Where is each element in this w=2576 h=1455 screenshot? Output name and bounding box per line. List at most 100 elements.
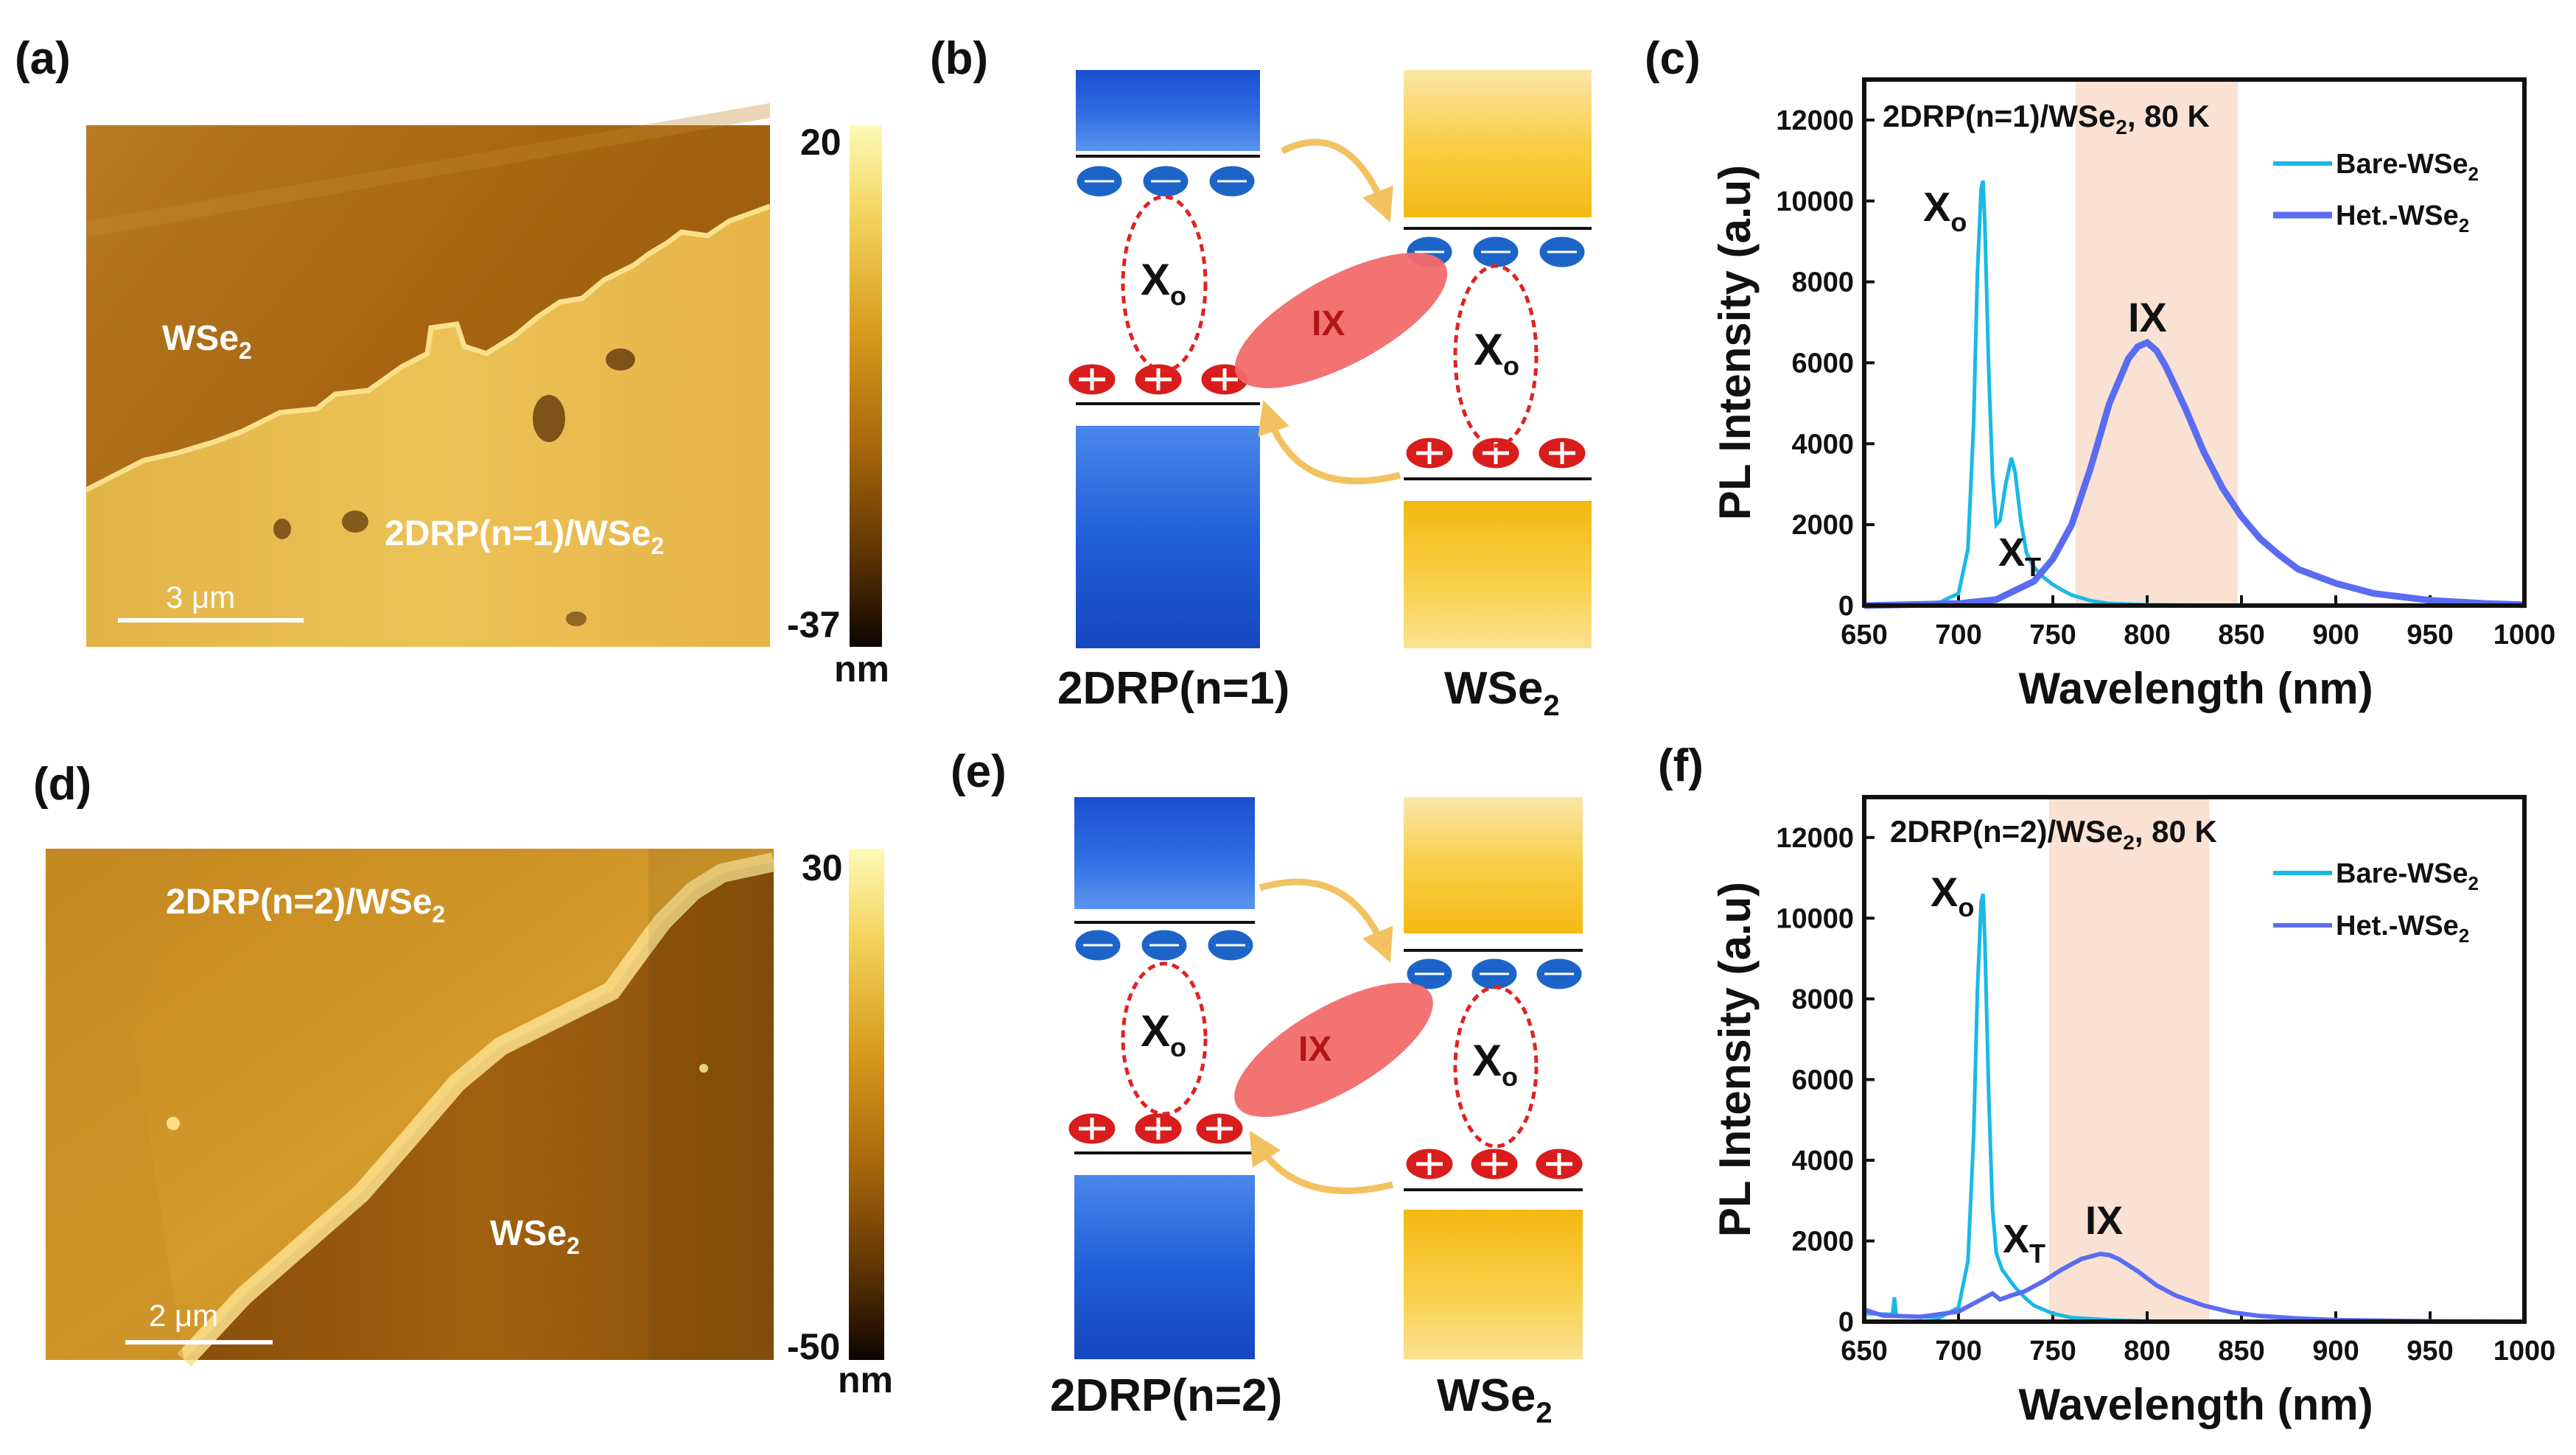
afm-image-a — [85, 103, 771, 647]
chart-c-xtick-label: 650 — [1841, 620, 1887, 651]
exciton-label-wse2-e: Xo — [1472, 1036, 1518, 1092]
chart-f-ylabel: PL Intensity (a.u) — [1710, 882, 1760, 1237]
chart-f-xtick-label: 650 — [1841, 1336, 1887, 1367]
chart-f-xtick-label: 850 — [2218, 1336, 2264, 1367]
exciton-label-2drp-e: Xo — [1141, 1006, 1186, 1062]
exciton-label-2drp: Xo — [1141, 255, 1186, 311]
chart-c-ytick-label: 2000 — [1791, 510, 1854, 541]
interlayer-exciton-label-e: IX — [1298, 1030, 1331, 1069]
chart-c-ytick-label: 6000 — [1791, 348, 1854, 379]
interlayer-exciton-ellipse-e — [1234, 982, 1433, 1118]
chart-f-peak-x0: Xo — [1931, 869, 1974, 922]
electron-transfer-arrow-e — [1259, 878, 1393, 963]
chart-c-xtick-label: 800 — [2124, 620, 2170, 651]
hole-transfer-arrow — [1258, 399, 1401, 485]
chart-c-frame — [1862, 77, 2527, 608]
pl-chart-c: 650 700 750 800 850 900 950 1000020004000600080… — [1776, 77, 2555, 651]
band-e-left-label: 2DRP(n=2) — [1050, 1370, 1282, 1421]
band-b-left-label: 2DRP(n=1) — [1057, 663, 1289, 714]
band-e-right-label: WSe2 — [1437, 1370, 1553, 1429]
electrons-wse2 — [1404, 234, 1587, 270]
conduction-band-wse2-e — [1404, 797, 1583, 933]
chart-c-legend-bare-label: Bare-WSe2 — [2336, 149, 2479, 185]
exciton-ring-2drp-e — [1121, 961, 1208, 1116]
electrons-2drp-e — [1073, 928, 1256, 963]
afm-d-cbar-max: 30 — [802, 847, 843, 888]
afm-a-cbar-max: 20 — [800, 122, 841, 163]
chart-f-peak-ix: IX — [2085, 1199, 2123, 1243]
holes-2drp — [1066, 362, 1250, 397]
chart-c-xtick-label: 950 — [2407, 620, 2453, 651]
chart-f-ytick-label: 0 — [1838, 1307, 1854, 1338]
chart-f-ytick-label: 4000 — [1791, 1146, 1854, 1177]
chart-f-title: 2DRP(n=2)/WSe2, 80 K — [1890, 814, 2217, 854]
chart-c-ytick-label: 12000 — [1776, 105, 1854, 136]
band-diagram-b: Xo Xo IX — [1066, 70, 1592, 648]
afm-d-wse2-label: WSe2 — [490, 1214, 580, 1259]
exciton-ring-wse2-e — [1453, 985, 1539, 1149]
conduction-band-2drp — [1076, 70, 1260, 151]
hole-transfer-arrow-e — [1249, 1130, 1394, 1194]
chart-f-legend-het-label: Het.-WSe2 — [2336, 911, 2469, 947]
afm-d-heterostructure-label: 2DRP(n=2)/WSe2 — [166, 883, 445, 928]
exciton-ring-2drp — [1121, 194, 1208, 373]
panel-label-d: (d) — [33, 759, 91, 810]
chart-c-peak-ix: IX — [2128, 294, 2167, 340]
holes-wse2-e — [1404, 1146, 1585, 1182]
panel-label-f: (f) — [1658, 740, 1704, 791]
afm-a-cbar-unit: nm — [834, 648, 889, 690]
chart-c-xtick-label: 700 — [1935, 620, 1981, 651]
chart-f-ix-shade — [2048, 797, 2210, 1322]
afm-image-d — [46, 849, 776, 1367]
chart-f-ticks: 650 700 750 800 850 900 950 1000020004000600080… — [1776, 823, 2555, 1367]
chart-f-xtick-label: 700 — [1935, 1336, 1981, 1367]
chart-f-legend-bare-label: Bare-WSe2 — [2336, 858, 2479, 894]
holes-wse2 — [1404, 435, 1588, 471]
valence-band-wse2-e — [1404, 1210, 1583, 1359]
exciton-label-wse2: Xo — [1474, 325, 1519, 381]
panel-label-c: (c) — [1645, 33, 1701, 84]
chart-f-xtick-label: 950 — [2407, 1336, 2453, 1367]
afm-d-cbar-min: -50 — [787, 1326, 840, 1367]
valence-band-wse2 — [1404, 501, 1592, 648]
pl-chart-f: 650 700 750 800 850 900 950 1000020004000600080… — [1776, 795, 2555, 1367]
afm-d-colorbar — [849, 849, 884, 1360]
electron-transfer-arrow — [1280, 139, 1393, 222]
afm-a-colorbar — [850, 125, 882, 647]
panel-label-b: (b) — [930, 33, 988, 84]
holes-2drp-e — [1066, 1111, 1245, 1146]
valence-band-2drp-e — [1074, 1175, 1255, 1359]
chart-f-ytick-label: 12000 — [1776, 823, 1854, 854]
interlayer-exciton-label: IX — [1312, 304, 1345, 343]
panel-label-e: (e) — [951, 746, 1007, 797]
chart-c-ix-shade — [2075, 80, 2238, 606]
conduction-band-2drp-e — [1074, 797, 1255, 909]
chart-c-series-het-line — [1863, 338, 2525, 609]
afm-a-cbar-min: -37 — [787, 604, 840, 645]
chart-f-peak-xt: XT — [2003, 1217, 2045, 1269]
chart-f-ytick-label: 10000 — [1776, 903, 1854, 934]
afm-d-cbar-unit: nm — [838, 1359, 893, 1400]
chart-c-ytick-label: 0 — [1838, 591, 1854, 622]
chart-c-xtick-label: 750 — [2029, 620, 2076, 651]
chart-c-xtick-label: 900 — [2312, 620, 2359, 651]
chart-f-series-het-line — [1863, 1251, 2525, 1324]
exciton-ring-wse2 — [1453, 264, 1539, 448]
chart-f-xtick-label: 800 — [2124, 1336, 2170, 1367]
chart-f-ytick-label: 6000 — [1791, 1065, 1854, 1095]
chart-c-title: 2DRP(n=1)/WSe2, 80 K — [1883, 99, 2210, 139]
chart-c-xlabel: Wavelength (nm) — [2018, 664, 2373, 713]
chart-c-peak-xt: XT — [1998, 530, 2041, 582]
chart-f-xtick-label: 1000 — [2493, 1336, 2556, 1367]
chart-c-legend-het-label: Het.-WSe2 — [2336, 200, 2469, 236]
valence-band-2drp — [1076, 426, 1260, 648]
band-diagram-e: Xo Xo IX — [1066, 797, 1585, 1359]
conduction-band-wse2 — [1404, 70, 1592, 217]
chart-c-ytick-label: 4000 — [1791, 429, 1854, 460]
chart-c-ytick-label: 8000 — [1791, 267, 1854, 298]
afm-a-heterostructure-label: 2DRP(n=1)/WSe2 — [385, 514, 664, 559]
electrons-wse2-e — [1404, 956, 1584, 992]
afm-d-scale-label: 2 μm — [149, 1298, 218, 1333]
chart-f-xtick-label: 900 — [2312, 1336, 2359, 1367]
